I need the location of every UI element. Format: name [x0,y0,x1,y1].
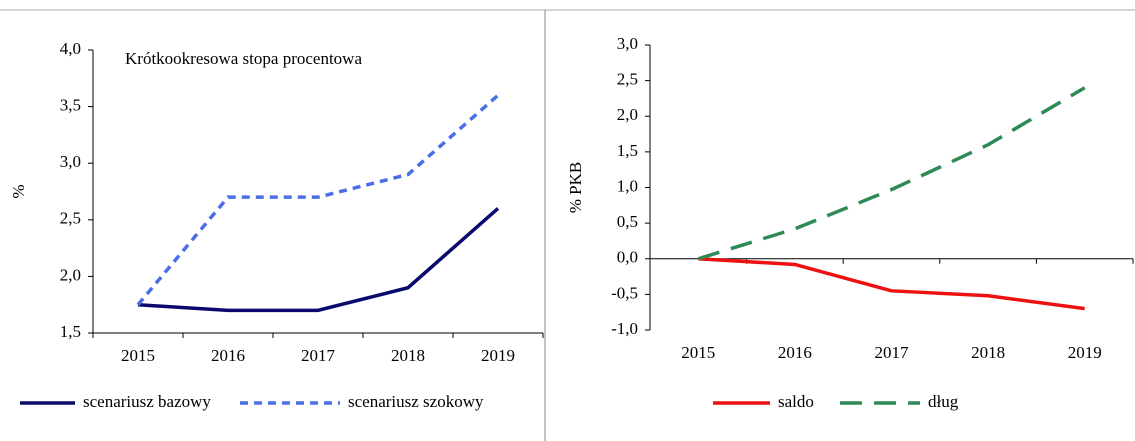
legend-label: dług [928,392,959,411]
legend-label: scenariusz szokowy [348,392,484,411]
y-tick-label: 2,5 [60,209,81,228]
y-tick-label: 2,5 [617,70,638,89]
y-tick-label: 3,0 [617,34,638,53]
y-tick-label: 1,5 [617,141,638,160]
x-tick-label: 2016 [778,343,812,362]
y-tick-label: 1,5 [60,322,81,341]
x-tick-label: 2015 [121,346,155,365]
series-line [698,257,1085,311]
legend-label: scenariusz bazowy [83,392,211,411]
annotation: Krótkookresowa stopa procentowa [125,49,362,68]
y-tick-label: 4,0 [60,39,81,58]
y-tick-label: -0,5 [611,283,638,302]
x-tick-label: 2017 [875,343,910,362]
y-tick-label: 0,5 [617,212,638,231]
x-tick-label: 2017 [301,346,336,365]
x-tick-label: 2018 [971,343,1005,362]
series-line [137,207,500,313]
y-axis-label: % [9,184,28,198]
y-axis-label: % PKB [566,162,585,213]
y-tick-label: 3,0 [60,152,81,171]
legend-label: saldo [778,392,814,411]
x-tick-label: 2019 [481,346,515,365]
series-line [697,86,1086,261]
x-tick-label: 2019 [1068,343,1102,362]
y-tick-label: -1,0 [611,319,638,338]
x-tick-label: 2015 [681,343,715,362]
y-tick-label: 2,0 [60,265,81,284]
series-line [136,93,500,306]
x-tick-label: 2016 [211,346,245,365]
x-tick-label: 2018 [391,346,425,365]
y-tick-label: 0,0 [617,248,638,267]
y-tick-label: 2,0 [617,105,638,124]
y-tick-label: 3,5 [60,96,81,115]
y-tick-label: 1,0 [617,176,638,195]
